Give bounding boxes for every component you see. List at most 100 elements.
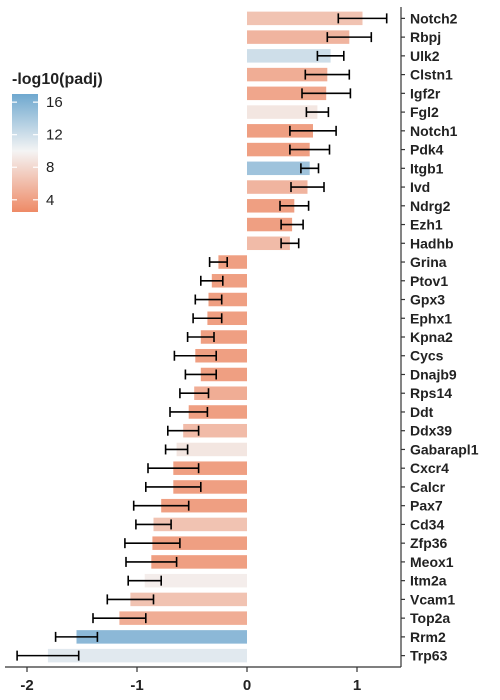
y-tick-label-ddx39: Ddx39	[410, 423, 452, 439]
x-tick-label: -2	[20, 677, 33, 694]
error-bar-gpx3	[194, 294, 223, 305]
y-tick-label-pdk4: Pdk4	[410, 142, 444, 158]
error-bar-pdk4	[289, 144, 331, 155]
legend-tick-label: 8	[46, 159, 54, 176]
error-bar-calcr	[145, 481, 202, 492]
y-tick-label-rps14: Rps14	[410, 385, 452, 401]
legend-ticks: 4 8 12 16	[12, 94, 63, 209]
error-bar-cycs	[173, 350, 217, 361]
legend-colorbar	[12, 94, 38, 212]
error-bar-ndrg2	[279, 200, 310, 211]
y-tick-label-trp63: Trp63	[410, 648, 448, 664]
error-bar-ulk2	[316, 50, 345, 61]
y-tick-label-ephx1: Ephx1	[410, 310, 452, 326]
y-tick-label-ddt: Ddt	[410, 404, 434, 420]
bar-rrm2	[76, 630, 247, 644]
y-tick-label-gpx3: Gpx3	[410, 292, 445, 308]
bar-clstn1	[247, 67, 328, 82]
error-bar-ddx39	[167, 425, 200, 436]
y-tick-label-top2a: Top2a	[410, 610, 450, 626]
y-tick-label-cxcr4: Cxcr4	[410, 460, 449, 476]
y-tick-label-ndrg2: Ndrg2	[410, 198, 451, 214]
bar-vcam1	[130, 592, 247, 607]
legend: -log10(padj) 4 8 12 16	[12, 71, 103, 212]
error-bar-dnajb9	[184, 369, 217, 380]
bar-notch1	[247, 124, 313, 138]
bar-calcr	[173, 480, 247, 494]
error-bar-ivd	[290, 182, 325, 193]
error-bar-rrm2	[54, 631, 99, 642]
error-bar-ptov1	[200, 275, 224, 286]
bar-cd34	[153, 517, 247, 532]
bar-meox1	[151, 555, 247, 569]
bar-pax7	[161, 498, 247, 513]
y-tick-label-itgb1: Itgb1	[410, 160, 444, 176]
error-bar-vcam1	[106, 594, 155, 605]
y-tick-label-itm2a: Itm2a	[410, 573, 447, 589]
error-bar-trp63	[16, 650, 80, 661]
y-tick-label-meox1: Meox1	[410, 554, 454, 570]
bar-ddt	[188, 405, 247, 419]
bar-gpx3	[208, 292, 247, 307]
bar-cxcr4	[173, 461, 247, 475]
bar-ndrg2	[247, 199, 295, 213]
error-bar-grina	[208, 257, 228, 268]
x-tick-label: 1	[353, 677, 361, 694]
bar-ivd	[247, 180, 308, 194]
y-tick-label-ulk2: Ulk2	[410, 48, 440, 64]
x-axis: -2 -1 0 1	[5, 666, 401, 694]
x-tick-label: 0	[243, 677, 251, 694]
bar-itgb1	[247, 161, 310, 176]
bar-trp63	[47, 648, 248, 663]
y-tick-label-ezh1: Ezh1	[410, 217, 443, 233]
bar-cycs	[195, 348, 247, 363]
bar-top2a	[119, 611, 247, 625]
error-bar-clstn1	[304, 69, 351, 80]
y-tick-label-notch2: Notch2	[410, 10, 458, 26]
y-tick-label-rrm2: Rrm2	[410, 629, 446, 645]
y-tick-label-kpna2: Kpna2	[410, 329, 453, 345]
y-axis: Notch2 Rbpj Ulk2 Clstn1 Igf2r Fgl2 Notch1 Pdk4 I…	[400, 7, 479, 667]
bar-ulk2	[247, 49, 331, 63]
y-tick-label-clstn1: Clstn1	[410, 67, 453, 83]
bar-fgl2	[247, 105, 318, 119]
y-tick-label-notch1: Notch1	[410, 123, 458, 139]
error-bar-notch1	[289, 125, 337, 136]
y-tick-label-calcr: Calcr	[410, 479, 446, 495]
legend-tick-label: 16	[46, 94, 63, 111]
bar-dnajb9	[200, 367, 247, 382]
y-tick-label-ptov1: Ptov1	[410, 273, 448, 289]
bar-pdk4	[247, 142, 310, 157]
error-bar-rps14	[179, 388, 210, 399]
bar-gabarapl1	[176, 442, 247, 457]
error-bar-fgl2	[305, 107, 330, 118]
error-bar-zfp36	[124, 538, 181, 549]
bar-hadhb	[247, 236, 290, 251]
error-bar-ezh1	[280, 219, 304, 230]
error-bar-notch2	[337, 13, 388, 24]
y-tick-label-fgl2: Fgl2	[410, 104, 439, 120]
bar-igf2r	[247, 86, 327, 101]
y-tick-label-hadhb: Hadhb	[410, 235, 454, 251]
y-tick-label-igf2r: Igf2r	[410, 85, 441, 101]
error-bars	[16, 13, 388, 661]
legend-tick-label: 4	[46, 192, 54, 209]
y-tick-label-grina: Grina	[410, 254, 447, 270]
error-bar-cxcr4	[147, 463, 200, 474]
y-tick-label-rbpj: Rbpj	[410, 29, 441, 45]
legend-title: -log10(padj)	[12, 71, 103, 88]
x-tick-label: -1	[130, 677, 143, 694]
y-tick-label-dnajb9: Dnajb9	[410, 366, 457, 382]
bar-itm2a	[144, 573, 247, 588]
error-bar-ephx1	[192, 313, 223, 324]
bar-notch2	[247, 11, 363, 26]
bar-ephx1	[207, 311, 247, 326]
legend-tick-label: 12	[46, 127, 63, 144]
bar-rps14	[194, 386, 247, 400]
y-tick-label-zfp36: Zfp36	[410, 535, 448, 551]
error-bar-igf2r	[301, 88, 352, 99]
error-bar-gabarapl1	[164, 444, 189, 455]
bar-zfp36	[152, 536, 247, 550]
error-bar-cd34	[135, 519, 172, 530]
